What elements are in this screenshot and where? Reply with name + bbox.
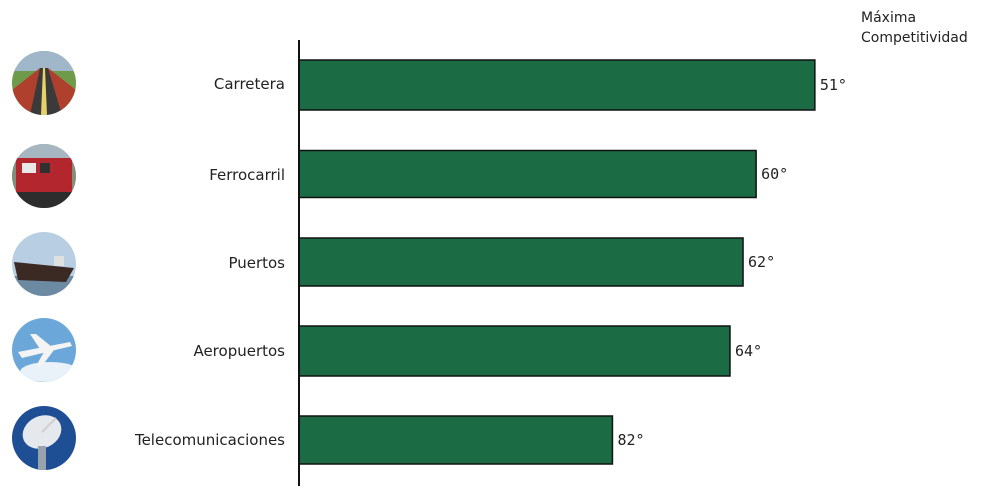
category-label: Aeropuertos — [193, 342, 285, 360]
value-label: 62° — [748, 253, 775, 271]
category-label: Puertos — [228, 254, 285, 272]
max-competitiveness-label-line2: Competitividad — [861, 30, 968, 46]
bar-aeropuertos — [298, 325, 731, 377]
bar-puertos — [298, 237, 744, 287]
airplane-icon — [12, 318, 76, 382]
train-icon — [12, 144, 76, 208]
road-icon — [12, 51, 76, 115]
ship-icon — [12, 232, 76, 296]
value-label: 64° — [735, 342, 762, 360]
value-label: 82° — [617, 431, 644, 449]
category-label: Telecomunicaciones — [134, 431, 285, 449]
bar-carretera — [298, 59, 816, 111]
bar-ferrocarril — [298, 149, 757, 199]
category-label: Ferrocarril — [209, 166, 285, 184]
value-label: 60° — [761, 165, 788, 183]
bar-telecomunicaciones — [298, 415, 614, 465]
satellite-dish-icon — [12, 406, 76, 470]
max-competitiveness-label-line1: Máxima — [861, 10, 916, 26]
value-label: 51° — [820, 76, 847, 94]
category-label: Carretera — [214, 75, 285, 93]
